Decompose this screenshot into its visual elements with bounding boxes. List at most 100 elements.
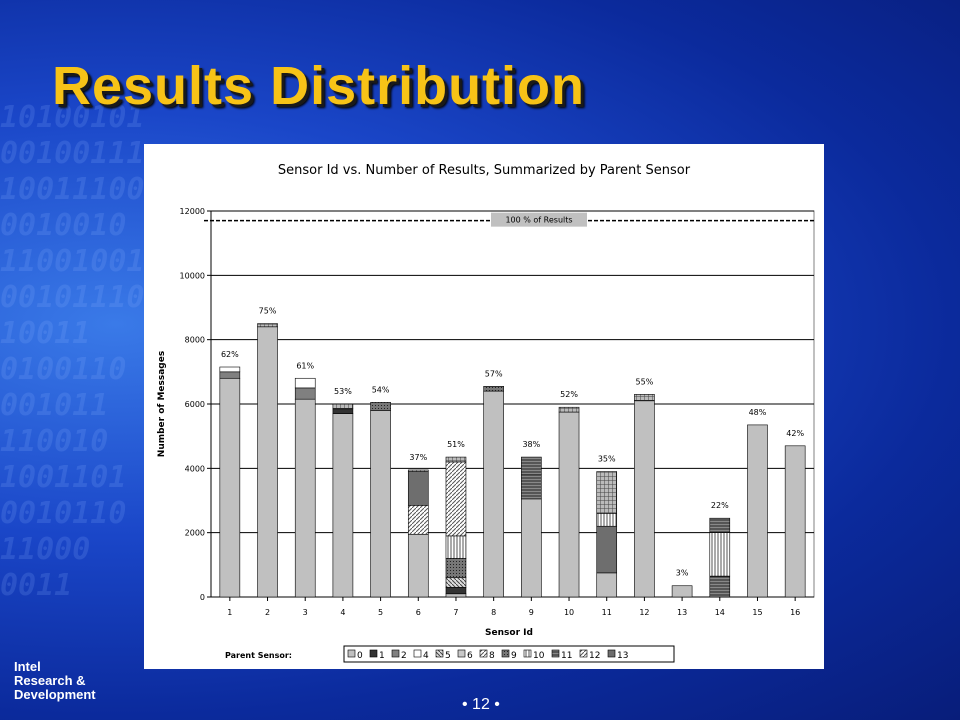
x-tick-label: 15 — [752, 608, 762, 617]
bar-segment-sensor-3-parent-2 — [294, 387, 316, 400]
legend-swatch — [347, 649, 356, 658]
bar-segment-sensor-5-parent-9 — [370, 402, 391, 411]
bar-segment-sensor-14-parent-11 — [709, 575, 731, 598]
x-tick-label: 11 — [602, 608, 612, 617]
legend-swatch — [523, 649, 532, 658]
y-tick-label: 10000 — [180, 271, 205, 280]
legend-swatch — [579, 649, 588, 658]
intel-brand-logo: Intel Research & Development — [14, 660, 96, 702]
x-tick-label: 6 — [416, 608, 421, 617]
legend-swatch — [607, 649, 616, 658]
bar-segment-sensor-7-parent-12 — [445, 461, 467, 537]
legend-entry: 9 — [511, 651, 517, 661]
bar-segment-sensor-10-parent-16 — [558, 406, 580, 413]
bar-segment-sensor-7-parent-10 — [445, 535, 467, 559]
percent-label: 54% — [372, 385, 390, 394]
bar-segment-sensor-1-parent-4 — [219, 366, 241, 373]
legend-entry: 11 — [561, 651, 572, 661]
legend-entry: 8 — [489, 651, 495, 661]
percent-label: 35% — [598, 455, 616, 464]
chart-title: Sensor Id vs. Number of Results, Summari… — [278, 163, 691, 178]
x-tick-label: 12 — [639, 608, 649, 617]
x-tick-label: 5 — [378, 608, 383, 617]
legend-title: Parent Sensor: — [225, 651, 292, 660]
legend-entry: 13 — [617, 651, 628, 661]
legend-swatch — [435, 649, 444, 658]
percent-label: 37% — [409, 453, 427, 462]
bar-segment-sensor-11-parent-16 — [596, 471, 618, 514]
legend-swatch — [501, 649, 510, 658]
percent-label: 57% — [485, 369, 503, 378]
x-tick-label: 13 — [677, 608, 687, 617]
x-tick-label: 14 — [715, 608, 725, 617]
y-tick-label: 6000 — [185, 400, 205, 409]
legend-entry: 4 — [423, 651, 429, 661]
reference-label: 100 % of Results — [505, 216, 572, 225]
percent-label: 38% — [522, 440, 540, 449]
bar-segment-sensor-9-parent-0 — [521, 498, 542, 598]
percent-label: 48% — [749, 408, 767, 417]
bar-segment-sensor-11-parent-0 — [596, 572, 618, 598]
bar-segment-sensor-8-parent-9 — [483, 386, 504, 392]
x-tick-label: 1 — [227, 608, 232, 617]
bar-segment-sensor-13-parent-0 — [671, 585, 693, 598]
percent-label: 75% — [259, 307, 277, 316]
brand-line: Research & — [14, 673, 86, 688]
x-tick-label: 7 — [453, 608, 458, 617]
reference-label-box — [491, 212, 587, 227]
bar-segment-sensor-11-parent-14 — [596, 513, 618, 527]
x-tick-label: 8 — [491, 608, 496, 617]
chart-panel: Sensor Id vs. Number of Results, Summari… — [144, 144, 824, 669]
bar-segment-sensor-4-parent-0 — [332, 413, 354, 598]
bar-segment-sensor-4-parent-1 — [332, 408, 354, 414]
bar-segment-sensor-6-parent-0 — [407, 533, 429, 598]
legend-entry: 2 — [401, 651, 407, 661]
legend-entry: 10 — [533, 651, 545, 661]
bar-segment-sensor-2-parent-0 — [257, 326, 278, 598]
legend-swatch — [369, 649, 378, 658]
bar-segment-sensor-15-parent-0 — [747, 424, 768, 598]
x-axis-label: Sensor Id — [485, 628, 533, 638]
legend-swatch — [413, 649, 422, 658]
bar-segment-sensor-12-parent-16 — [634, 394, 655, 402]
y-tick-label: 4000 — [185, 464, 205, 473]
bar-segment-sensor-2-parent-16 — [257, 323, 278, 328]
y-tick-label: 12000 — [180, 207, 205, 216]
y-tick-label: 0 — [200, 593, 205, 602]
y-tick-label: 2000 — [185, 529, 205, 538]
percent-label: 62% — [221, 350, 239, 359]
bar-segment-sensor-12-parent-0 — [634, 400, 655, 598]
page-number: • 12 • — [462, 696, 500, 713]
bar-segment-sensor-7-parent-16 — [445, 456, 467, 463]
bar-segment-sensor-6-parent-8 — [407, 505, 429, 535]
bar-segment-sensor-10-parent-0 — [558, 411, 580, 598]
bar-segment-sensor-9-parent-11 — [521, 474, 542, 500]
legend-entry: 0 — [357, 651, 363, 661]
bar-segment-sensor-6-parent-13 — [407, 471, 429, 506]
percent-label: 51% — [447, 440, 465, 449]
percent-label: 53% — [334, 387, 352, 396]
legend-entry: 1 — [379, 651, 385, 661]
bar-segment-sensor-7-parent-1 — [445, 587, 467, 595]
bar-segment-sensor-7-parent-9 — [445, 558, 467, 578]
percent-label: 3% — [676, 569, 689, 578]
bar-segment-sensor-11-parent-13 — [596, 525, 618, 574]
bar-segment-sensor-1-parent-2 — [219, 371, 241, 379]
bar-segment-sensor-14-parent-15 — [709, 517, 731, 533]
binary-watermark: 10100101 00100111 10011100 0010010 11001001 0… — [0, 100, 163, 603]
slide-title: Results Distribution — [52, 56, 586, 116]
legend-swatch — [479, 649, 488, 658]
bar-segment-sensor-4-parent-16 — [332, 403, 354, 410]
brand-line: Development — [14, 687, 96, 702]
bar-segment-sensor-14-parent-14 — [709, 532, 731, 577]
brand-line: Intel — [14, 659, 41, 674]
x-tick-label: 3 — [303, 608, 308, 617]
bar-segment-sensor-6-parent-16 — [407, 469, 429, 472]
stacked-bar-chart: Sensor Id vs. Number of Results, Summari… — [157, 163, 815, 663]
bar-segment-sensor-7-parent-0 — [445, 593, 467, 598]
bar-segment-sensor-1-parent-0 — [219, 377, 241, 598]
legend-entry: 12 — [589, 651, 600, 661]
x-tick-label: 10 — [564, 608, 574, 617]
bar-segment-sensor-5-parent-0 — [370, 410, 391, 598]
x-tick-label: 9 — [529, 608, 534, 617]
